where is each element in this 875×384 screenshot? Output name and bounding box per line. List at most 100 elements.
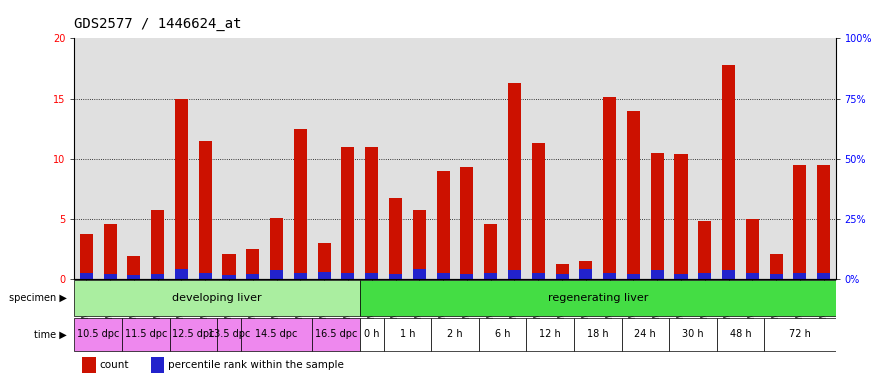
Bar [80,234,93,279]
Bar [437,273,450,279]
Bar [507,270,521,279]
Bar [341,147,354,279]
Bar [722,65,735,279]
Bar [318,243,331,279]
Text: 16.5 dpc: 16.5 dpc [315,329,357,339]
Bar [222,275,235,279]
Bar [794,165,807,279]
Bar [341,273,354,279]
Bar [764,318,836,351]
Bar [479,318,527,351]
Bar [460,274,473,279]
Bar [127,256,140,279]
Bar [270,270,284,279]
Bar [507,83,521,279]
Bar [175,99,188,279]
Bar [770,254,783,279]
Bar [532,273,545,279]
Bar [175,269,188,279]
Text: 24 h: 24 h [634,329,656,339]
Text: developing liver: developing liver [172,293,262,303]
Bar [651,270,664,279]
Bar [413,210,426,279]
Bar [532,143,545,279]
Bar [794,273,807,279]
Bar [389,274,402,279]
Bar [151,274,164,279]
Bar [365,147,378,279]
Bar [127,275,140,279]
Bar [360,280,836,316]
Bar [222,254,235,279]
Bar [527,318,574,351]
Bar [746,219,759,279]
Bar [817,165,830,279]
Bar [103,223,116,279]
Bar [74,280,360,316]
Text: GDS2577 / 1446624_at: GDS2577 / 1446624_at [74,17,242,31]
Bar [574,318,621,351]
Bar [151,210,164,279]
Bar [579,269,592,279]
Text: time ▶: time ▶ [34,329,67,339]
Bar [817,273,830,279]
Text: 72 h: 72 h [789,329,811,339]
Text: percentile rank within the sample: percentile rank within the sample [168,360,344,370]
Text: 30 h: 30 h [682,329,704,339]
Bar [294,129,307,279]
Bar [675,274,688,279]
Text: 10.5 dpc: 10.5 dpc [77,329,119,339]
Bar [626,111,640,279]
Bar [413,269,426,279]
Bar [603,273,616,279]
Bar [460,167,473,279]
Bar [246,249,259,279]
Bar [669,318,717,351]
Bar [770,274,783,279]
Text: 6 h: 6 h [495,329,510,339]
Bar [312,318,360,351]
Bar [318,272,331,279]
Text: specimen ▶: specimen ▶ [10,293,67,303]
Text: 12.5 dpc: 12.5 dpc [172,329,214,339]
Bar [389,198,402,279]
Bar [556,274,569,279]
Bar [484,273,497,279]
Bar [199,141,212,279]
Bar [170,318,217,351]
Bar [365,273,378,279]
Text: 13.5 dpc: 13.5 dpc [208,329,250,339]
Bar [150,358,164,373]
Bar [603,97,616,279]
Text: 1 h: 1 h [400,329,415,339]
Bar [383,318,431,351]
Bar [103,274,116,279]
Bar [82,358,95,373]
Bar [294,273,307,279]
Bar [360,318,383,351]
Bar [431,318,479,351]
Text: 11.5 dpc: 11.5 dpc [124,329,167,339]
Text: regenerating liver: regenerating liver [548,293,648,303]
Bar [74,318,122,351]
Bar [270,218,284,279]
Bar [122,318,170,351]
Bar [246,274,259,279]
Bar [556,265,569,279]
Bar [484,223,497,279]
Bar [651,152,664,279]
Bar [746,273,759,279]
Text: 12 h: 12 h [539,329,561,339]
Bar [698,221,711,279]
Bar [722,270,735,279]
Bar [621,318,669,351]
Bar [199,273,212,279]
Bar [80,273,93,279]
Text: 48 h: 48 h [730,329,752,339]
Text: 18 h: 18 h [587,329,608,339]
Bar [698,273,711,279]
Bar [579,261,592,279]
Bar [626,274,640,279]
Text: 0 h: 0 h [364,329,380,339]
Bar [217,318,241,351]
